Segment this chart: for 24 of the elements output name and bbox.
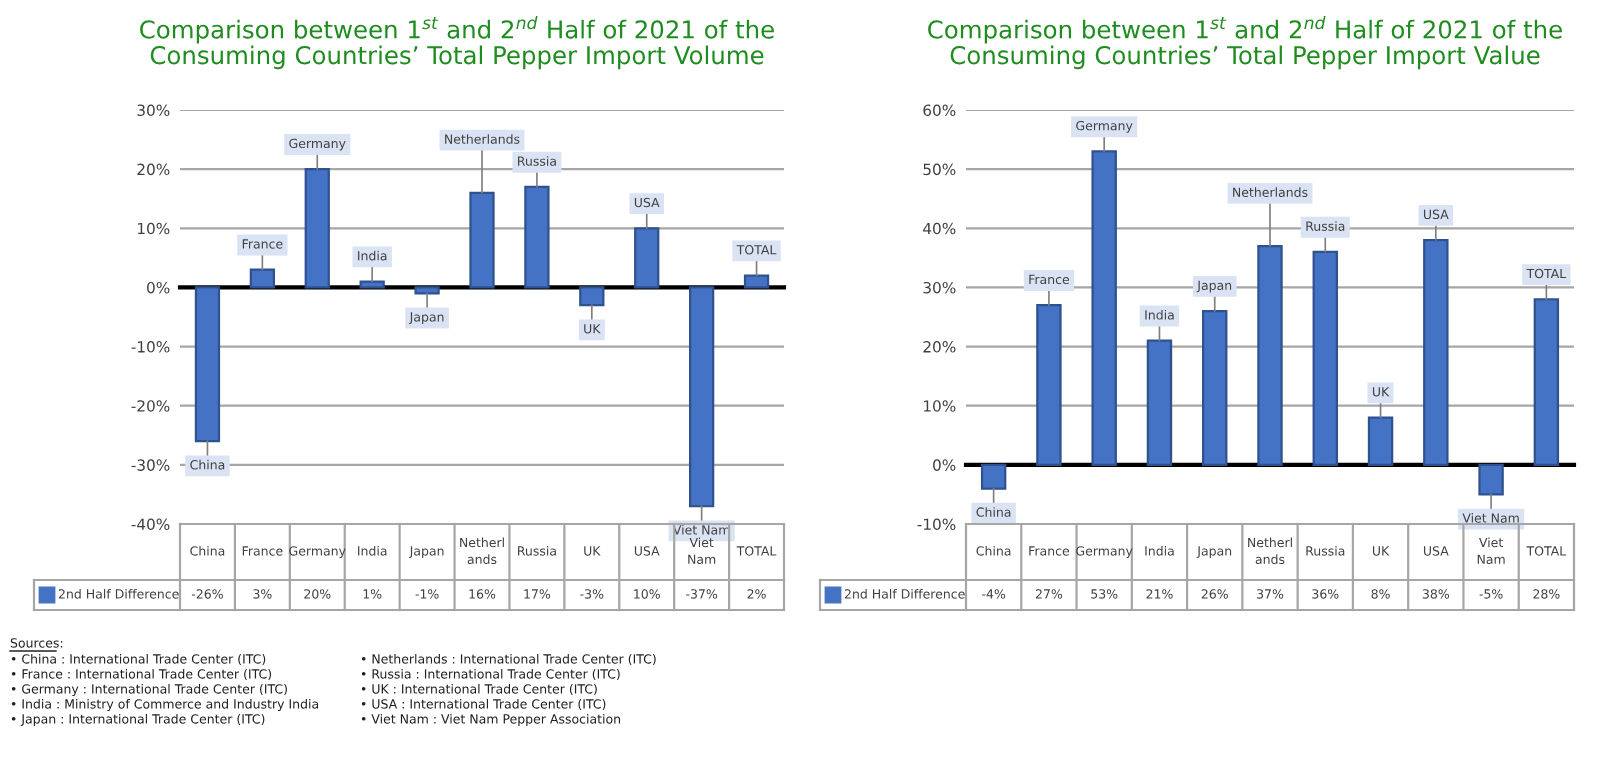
bar	[469, 191, 495, 289]
bar	[980, 463, 1007, 490]
chart-title: Comparison between 1$^{st}$ and 2$^{nd}$ Half of 2021 of the Consuming Countries’ Total Pepper Import Volume	[140, 16, 774, 70]
bar	[359, 280, 385, 289]
bar	[1257, 244, 1283, 466]
bar	[1533, 298, 1560, 466]
bar	[579, 286, 605, 307]
bar	[1423, 239, 1449, 466]
bar	[1202, 309, 1228, 466]
bar	[743, 274, 770, 289]
bar	[1367, 416, 1394, 466]
bar	[1146, 339, 1173, 466]
bar	[1312, 250, 1338, 466]
bar	[634, 227, 660, 289]
bar	[1478, 463, 1504, 496]
bar	[524, 185, 550, 289]
bar	[414, 286, 440, 295]
bar	[249, 268, 275, 289]
bar	[1036, 304, 1062, 466]
bar	[689, 286, 715, 508]
bar	[1091, 150, 1117, 466]
bar	[194, 286, 221, 443]
bar	[304, 168, 330, 289]
chart-title: Comparison between 1$^{st}$ and 2$^{nd}$ Half of 2021 of the Consuming Countries’ Total Pepper Import Value	[928, 16, 1562, 70]
